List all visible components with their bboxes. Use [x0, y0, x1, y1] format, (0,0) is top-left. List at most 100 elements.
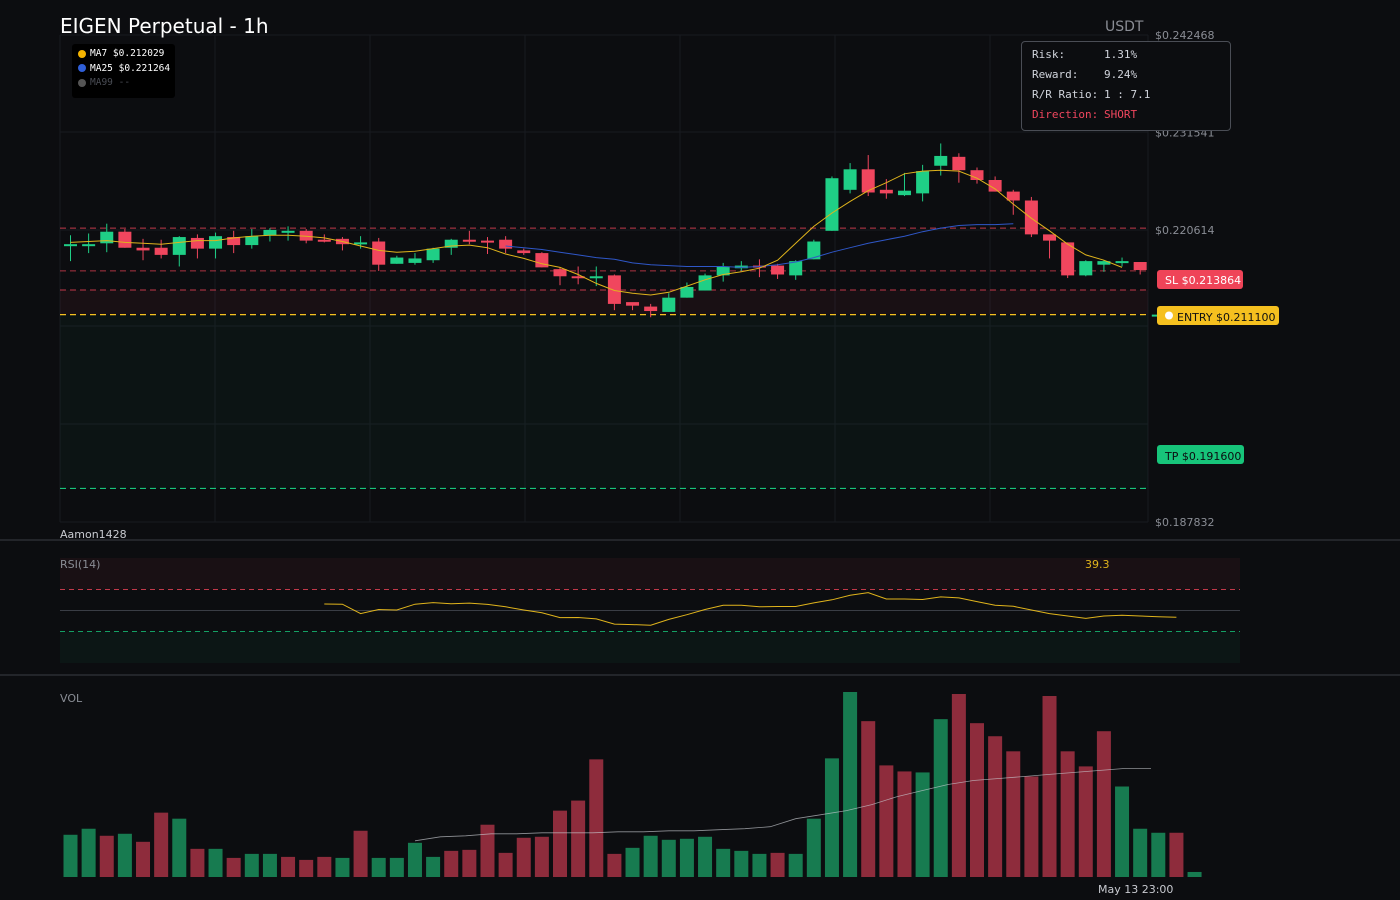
- candle: [100, 223, 114, 253]
- volume-bar: [498, 852, 513, 877]
- volume-bar: [897, 771, 912, 877]
- candle: [734, 261, 748, 271]
- volume-bar: [1187, 871, 1202, 877]
- volume-bar: [951, 694, 966, 877]
- candle-body: [118, 231, 132, 248]
- candle-body: [535, 253, 549, 268]
- candle: [118, 229, 132, 248]
- candle-body: [190, 237, 204, 249]
- price-tick-label: $0.242468: [1155, 29, 1215, 42]
- volume-bar: [353, 830, 368, 877]
- candle: [1006, 189, 1020, 215]
- volume-bar: [770, 852, 785, 877]
- candle-body: [499, 239, 513, 249]
- volume-bar: [172, 818, 187, 877]
- volume-bar: [480, 824, 495, 877]
- candle-body: [1079, 261, 1093, 276]
- legend-ma7: MA7 $0.212029: [78, 47, 175, 62]
- legend-ma25: MA25 $0.221264: [78, 62, 175, 77]
- candle-body: [897, 190, 911, 196]
- candle: [64, 235, 77, 262]
- ratio-row: R/R Ratio: 1 : 7.1: [1032, 88, 1151, 101]
- volume-bar: [1096, 731, 1111, 877]
- candle-body: [644, 306, 658, 312]
- candle: [1061, 242, 1075, 279]
- volume-bar: [389, 857, 404, 877]
- volume-bar: [244, 853, 259, 877]
- candle-body: [209, 236, 223, 249]
- candle-body: [789, 261, 803, 276]
- volume-bar: [117, 833, 132, 877]
- candle-body: [1115, 261, 1129, 264]
- candle: [644, 303, 658, 318]
- candle-body: [571, 276, 585, 279]
- rsi-value-label: 39.3: [1085, 558, 1110, 571]
- volume-bar: [317, 856, 332, 877]
- candle: [571, 266, 585, 285]
- candle-body: [408, 258, 422, 263]
- candle: [535, 252, 549, 268]
- volume-bar: [1133, 828, 1148, 877]
- risk-reward-panel: Risk: 1.31% Reward: 9.24% R/R Ratio: 1 : 7.…: [1021, 41, 1231, 131]
- volume-bar: [843, 692, 858, 877]
- volume-bar: [752, 853, 767, 877]
- candle: [390, 255, 404, 264]
- volume-bar: [226, 857, 241, 877]
- volume-bar: [553, 810, 568, 877]
- candle: [408, 253, 422, 265]
- candle-body: [934, 155, 948, 166]
- candle: [916, 164, 930, 202]
- volume-bar: [154, 812, 169, 877]
- volume-bar: [589, 759, 604, 877]
- candle: [1133, 262, 1147, 275]
- volume-bar: [281, 856, 296, 877]
- candle: [553, 267, 567, 286]
- candle: [335, 237, 349, 251]
- candle: [970, 167, 984, 184]
- volume-bar: [1078, 766, 1093, 877]
- volume-bar: [734, 850, 749, 877]
- rsi-line: [324, 592, 1177, 626]
- volume-bar: [99, 835, 114, 877]
- candle: [209, 232, 223, 259]
- volume-bar: [788, 853, 803, 877]
- moving-average-legend: MA7 $0.212029 MA25 $0.221264 MA99 --: [72, 44, 175, 98]
- volume-bar: [571, 800, 586, 877]
- candle: [82, 233, 96, 254]
- volume-bar: [1024, 776, 1039, 877]
- candle-body: [1006, 191, 1020, 201]
- candle: [698, 273, 712, 291]
- candle-body: [480, 240, 494, 243]
- candle-body: [952, 156, 966, 171]
- candle-body: [354, 242, 368, 245]
- volume-label: VOL: [60, 692, 83, 705]
- volume-bar: [1151, 832, 1166, 877]
- ma25-dot-icon: [78, 64, 86, 72]
- volume-bar: [988, 736, 1003, 877]
- volume-bar: [208, 848, 223, 877]
- entry-dot-icon: [1165, 311, 1173, 320]
- candle: [444, 238, 458, 255]
- volume-bar: [806, 818, 821, 877]
- candle: [227, 230, 241, 254]
- entry-badge: [1157, 306, 1279, 325]
- candle-body: [662, 297, 676, 312]
- candle-body: [1024, 200, 1038, 235]
- volume-bar: [190, 848, 205, 877]
- candle-body: [390, 257, 404, 264]
- candle-body: [879, 189, 893, 194]
- candle: [281, 226, 295, 241]
- volume-bar: [1060, 751, 1075, 877]
- candle-body: [372, 241, 386, 265]
- currency-label: USDT: [1105, 19, 1144, 35]
- candle-body: [553, 269, 567, 277]
- volume-bar: [534, 836, 549, 877]
- candle-body: [245, 236, 259, 246]
- volume-bar: [625, 847, 640, 877]
- volume-bar: [933, 719, 948, 877]
- candle-body: [517, 250, 531, 254]
- candle-body: [317, 239, 331, 242]
- candle: [172, 236, 186, 267]
- candle-body: [680, 286, 694, 298]
